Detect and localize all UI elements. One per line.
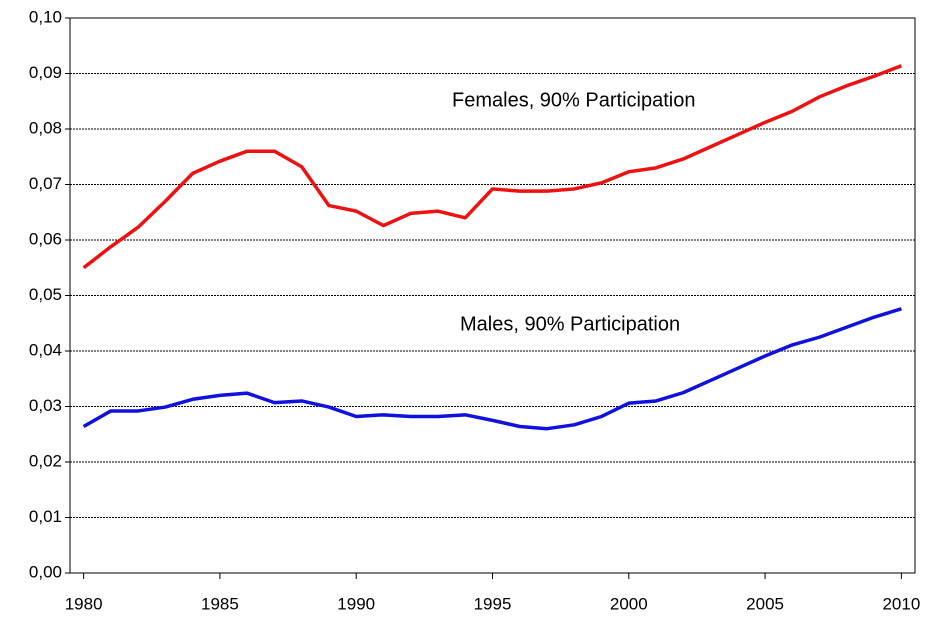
y-tick-label: 0,02 xyxy=(29,451,62,470)
series-line xyxy=(82,64,903,270)
annotation: Females, 90% Participation xyxy=(452,89,695,111)
x-tick-label: 1990 xyxy=(337,594,375,613)
y-tick-label: 0,01 xyxy=(29,507,62,526)
series-line xyxy=(82,307,902,431)
x-tick-label: 2005 xyxy=(746,594,784,613)
plot-frame xyxy=(69,17,916,574)
y-tick-label: 0,04 xyxy=(29,340,62,359)
y-tick-label: 0,08 xyxy=(29,118,62,137)
x-tick-label: 2010 xyxy=(882,594,920,613)
y-tick-label: 0,00 xyxy=(29,562,62,581)
y-tick-label: 0,03 xyxy=(29,396,62,415)
y-tick-label: 0,05 xyxy=(29,285,62,304)
x-tick-label: 1995 xyxy=(474,594,512,613)
x-tick-label: 1985 xyxy=(201,594,239,613)
x-tick-label: 1980 xyxy=(65,594,103,613)
y-tick-label: 0,07 xyxy=(29,174,62,193)
annotation: Males, 90% Participation xyxy=(460,313,680,335)
y-tick-label: 0,06 xyxy=(29,229,62,248)
x-tick-label: 2000 xyxy=(610,594,648,613)
y-tick-label: 0,10 xyxy=(29,7,62,26)
y-tick-label: 0,09 xyxy=(29,63,62,82)
